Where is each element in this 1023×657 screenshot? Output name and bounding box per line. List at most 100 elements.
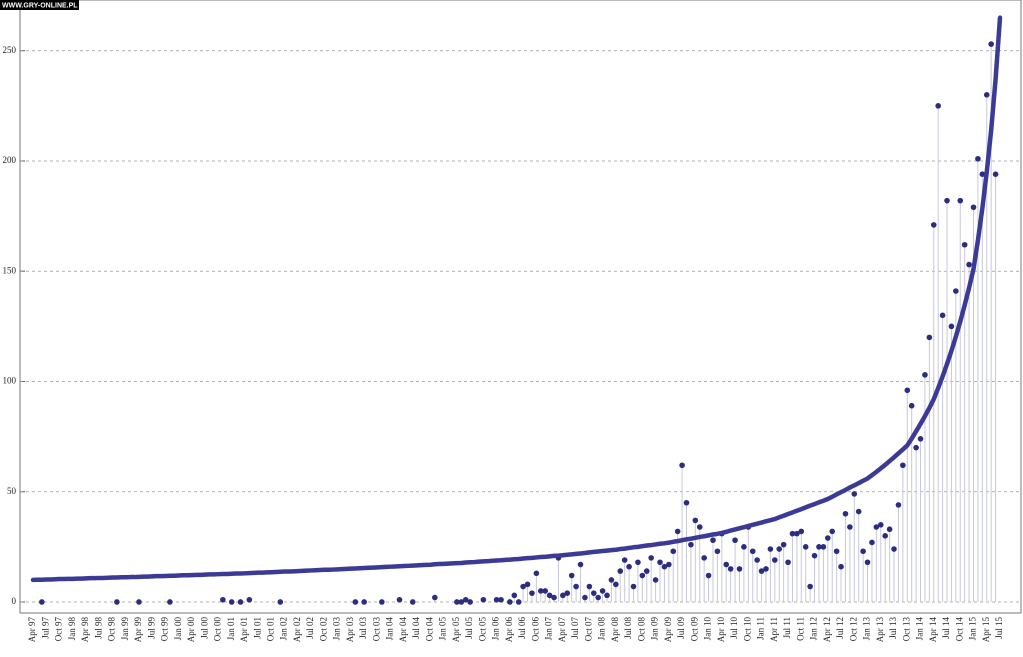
data-point: [833, 548, 840, 555]
x-tick-label: Jan 09: [650, 617, 660, 641]
data-point: [701, 555, 707, 561]
x-tick-label: Apr 13: [875, 617, 885, 643]
x-tick-label: Apr 03: [345, 617, 355, 643]
x-tick-label: Jul 03: [358, 617, 368, 639]
x-tick-label: Oct 10: [742, 617, 752, 642]
y-tick-label: 0: [12, 596, 17, 606]
data-point: [992, 171, 999, 177]
x-tick-label: Jan 05: [438, 617, 448, 641]
data-point: [842, 510, 849, 517]
x-tick-label: Jul 04: [411, 617, 421, 639]
data-point: [352, 599, 359, 605]
data-point: [498, 596, 504, 603]
data-point: [480, 596, 487, 603]
data-point: [692, 517, 699, 524]
data-point: [966, 261, 972, 268]
data-point: [599, 588, 606, 594]
y-tick-label: 200: [3, 155, 17, 165]
data-point: [652, 577, 659, 583]
data-point: [696, 524, 703, 530]
x-tick-label: Jul 98: [93, 617, 103, 639]
data-point: [613, 581, 619, 588]
data-point: [983, 92, 990, 98]
data-point: [639, 572, 646, 579]
data-point: [873, 524, 880, 530]
data-point: [246, 596, 253, 603]
x-tick-label: Apr 14: [928, 617, 938, 643]
data-point: [807, 583, 813, 590]
fit-curve: [30, 15, 1003, 583]
x-tick-label: Apr 06: [504, 617, 514, 643]
data-point: [979, 171, 986, 177]
x-tick-label: Apr 12: [822, 617, 832, 642]
data-point: [462, 596, 469, 603]
data-point: [860, 548, 866, 555]
data-point: [683, 499, 690, 506]
data-point: [277, 599, 284, 605]
x-tick-label: Apr 08: [610, 617, 620, 643]
data-point: [798, 528, 805, 535]
data-point: [710, 537, 716, 544]
data-point: [520, 583, 526, 590]
x-tick-label: Oct 05: [477, 617, 487, 642]
data-point: [882, 533, 888, 539]
watermark: WWW.GRY-ONLINE.PL: [2, 2, 78, 9]
data-point: [767, 546, 774, 552]
x-tick-label: Jul 15: [994, 617, 1004, 639]
x-tick-label: Oct 07: [583, 617, 593, 642]
data-point: [537, 588, 544, 594]
data-point: [573, 583, 579, 590]
data-point: [714, 548, 721, 555]
x-tick-label: Jul 07: [570, 617, 580, 639]
data-point: [736, 566, 743, 572]
x-tick-label: Oct 09: [689, 617, 699, 642]
data-point: [811, 552, 818, 559]
x-tick-label: Jul 00: [199, 617, 209, 639]
y-tick-label: 150: [3, 265, 17, 275]
data-point: [780, 541, 787, 548]
data-point: [432, 594, 438, 601]
data-point: [953, 288, 959, 294]
data-point: [586, 583, 593, 590]
data-point: [136, 599, 142, 605]
data-point: [228, 599, 235, 605]
data-point: [511, 592, 518, 599]
x-tick-label: Apr 97: [27, 617, 37, 643]
data-point: [824, 535, 831, 541]
x-tick-label: Jan 98: [67, 617, 77, 641]
x-tick-label: Apr 09: [663, 617, 673, 643]
x-tick-label: Oct 01: [266, 617, 276, 641]
plot-frame: [19, 0, 1022, 614]
y-tick-label: 100: [3, 376, 17, 386]
data-point: [900, 462, 906, 469]
data-point: [944, 197, 950, 204]
x-tick-label: Jan 13: [862, 617, 872, 641]
x-tick-label: Apr 02: [292, 617, 302, 642]
data-point: [829, 528, 836, 535]
data-point: [666, 561, 672, 568]
data-point: [772, 557, 778, 563]
x-tick-label: Jul 13: [888, 617, 898, 639]
y-tick-label: 50: [7, 486, 17, 496]
data-point: [908, 402, 915, 409]
data-point: [507, 599, 513, 605]
data-point: [454, 599, 460, 605]
data-point: [754, 557, 760, 563]
data-point: [379, 599, 385, 605]
data-point: [869, 539, 875, 546]
data-point: [643, 568, 650, 574]
data-point: [930, 222, 937, 228]
x-tick-label: Oct 99: [160, 617, 170, 642]
data-point: [617, 568, 624, 574]
data-point: [608, 577, 615, 583]
x-tick-label: Jul 11: [782, 617, 792, 638]
x-tick-label: Jan 11: [756, 617, 766, 640]
x-tick-label: Jan 01: [226, 617, 236, 640]
x-tick-label: Jul 12: [835, 617, 845, 639]
data-point: [776, 546, 783, 552]
data-point: [957, 197, 964, 204]
x-tick-label: Jan 12: [809, 617, 819, 640]
data-point: [604, 592, 610, 599]
data-point: [939, 312, 946, 319]
data-point: [626, 563, 632, 570]
